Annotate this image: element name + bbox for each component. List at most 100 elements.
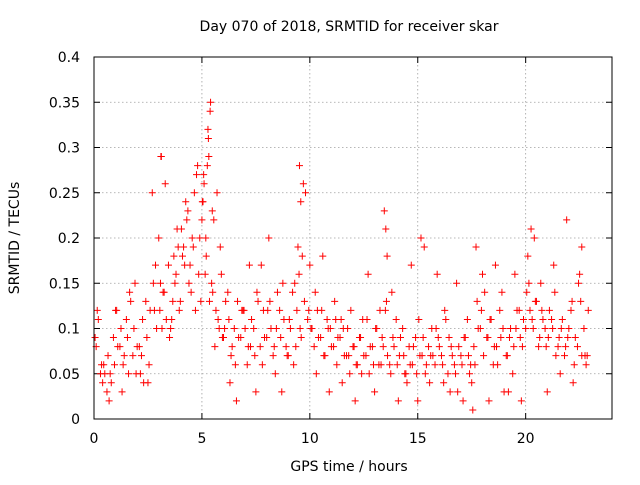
data-point — [363, 315, 371, 323]
data-point — [111, 361, 119, 369]
data-point — [444, 370, 452, 378]
data-point — [441, 306, 449, 314]
data-point — [282, 343, 290, 351]
data-point — [413, 370, 421, 378]
data-point — [360, 352, 368, 360]
x-tick-label: 5 — [197, 431, 206, 447]
data-point — [169, 297, 177, 305]
data-point — [378, 334, 386, 342]
data-point — [454, 388, 462, 396]
data-point — [187, 288, 195, 296]
data-point — [537, 279, 545, 287]
data-point — [567, 306, 575, 314]
data-point — [319, 252, 327, 260]
data-point — [570, 361, 578, 369]
y-tick-label: 0.1 — [58, 322, 80, 338]
data-point — [225, 315, 233, 323]
data-point — [496, 306, 504, 314]
data-point — [511, 270, 519, 278]
data-point — [254, 297, 262, 305]
data-point — [208, 207, 216, 215]
data-point — [266, 297, 274, 305]
data-point — [394, 397, 402, 405]
data-point — [470, 343, 478, 351]
data-point — [269, 352, 277, 360]
y-tick-label: 0.25 — [49, 186, 80, 202]
data-point — [562, 343, 570, 351]
data-point — [321, 352, 329, 360]
data-point — [466, 370, 474, 378]
data-point — [228, 343, 236, 351]
data-point — [447, 343, 455, 351]
y-tick-label: 0.35 — [49, 95, 80, 111]
data-point — [230, 325, 238, 332]
data-point — [437, 352, 445, 360]
data-point — [548, 315, 556, 323]
data-point — [499, 325, 507, 332]
data-point — [569, 379, 577, 387]
data-point — [164, 261, 172, 269]
data-point — [580, 325, 588, 332]
data-point — [476, 325, 484, 332]
data-point — [539, 315, 547, 323]
data-point — [504, 388, 512, 396]
data-point — [370, 361, 378, 369]
data-point — [314, 334, 322, 342]
data-point — [351, 397, 359, 405]
data-point — [93, 306, 101, 314]
data-point — [485, 397, 493, 405]
data-point — [568, 297, 576, 305]
data-point — [524, 252, 532, 260]
data-point — [221, 325, 229, 332]
data-point — [135, 343, 143, 351]
x-tick-label: 10 — [301, 431, 319, 447]
data-point — [556, 370, 564, 378]
data-point — [467, 361, 475, 369]
data-point — [118, 388, 126, 396]
data-point — [142, 297, 150, 305]
data-point — [145, 361, 153, 369]
data-point — [258, 361, 266, 369]
data-point — [311, 288, 319, 296]
axis-ticks: 0 0.05 0.1 0.15 0.2 0.25 0.3 0.35 0.4 0 5 10 15 20 — [49, 50, 612, 447]
data-point — [213, 189, 221, 197]
data-point — [357, 334, 365, 342]
data-point — [265, 234, 273, 242]
data-point — [561, 352, 569, 360]
data-point — [366, 343, 374, 351]
data-point — [292, 343, 300, 351]
data-point — [439, 361, 447, 369]
y-axis-title: SRMTID / TECUs — [7, 182, 23, 295]
data-point — [509, 370, 517, 378]
data-point — [196, 234, 204, 242]
data-point — [477, 306, 485, 314]
data-point — [216, 243, 224, 251]
data-point — [464, 352, 472, 360]
data-point — [526, 306, 534, 314]
data-point — [468, 379, 476, 387]
data-point — [557, 325, 565, 332]
data-point — [392, 315, 400, 323]
data-point — [100, 361, 108, 369]
data-point — [535, 343, 543, 351]
data-point — [334, 334, 342, 342]
data-point — [202, 252, 210, 260]
data-point — [515, 306, 523, 314]
data-point — [346, 370, 354, 378]
data-point — [407, 261, 415, 269]
data-point — [573, 343, 581, 351]
data-point — [584, 306, 592, 314]
data-point — [383, 252, 391, 260]
data-point — [345, 352, 353, 360]
data-point — [131, 279, 139, 287]
data-point — [364, 270, 372, 278]
data-point — [498, 288, 506, 296]
data-point — [237, 334, 245, 342]
data-point — [549, 325, 557, 332]
data-point — [257, 261, 265, 269]
data-point — [323, 315, 331, 323]
data-point — [203, 162, 211, 170]
data-point — [431, 361, 439, 369]
data-point — [156, 279, 164, 287]
